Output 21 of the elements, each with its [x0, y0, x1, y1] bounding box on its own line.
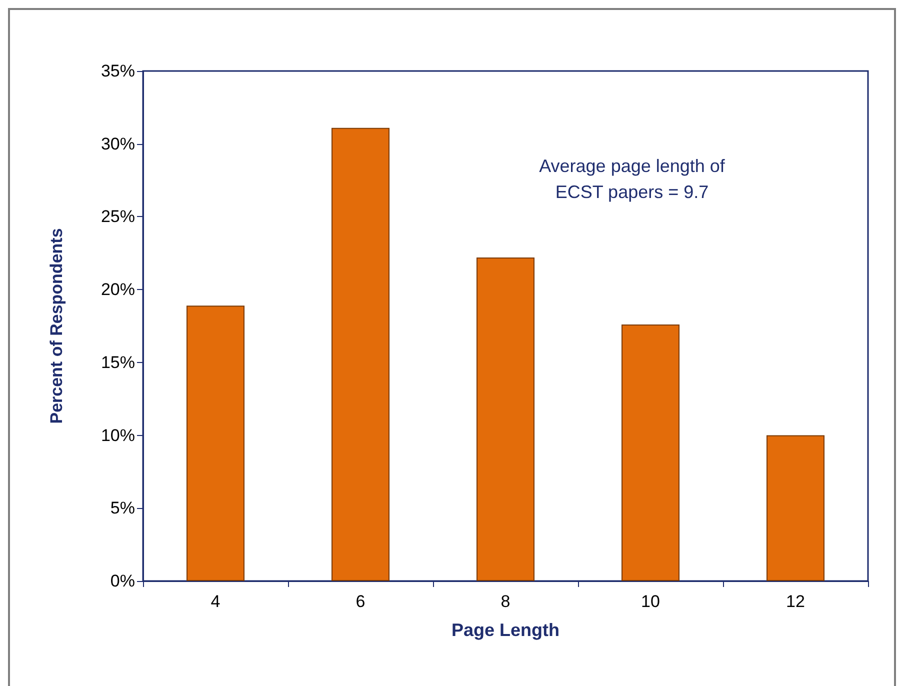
y-tick-label: 15%	[100, 352, 135, 372]
y-tick-label: 0%	[110, 572, 135, 590]
x-tick-label: 12	[786, 592, 805, 611]
y-tick-label: 35%	[100, 62, 135, 80]
x-tick-label: 8	[500, 592, 510, 611]
y-axis-title: Percent of Respondents	[47, 228, 66, 424]
bar	[332, 128, 390, 581]
y-tick-label: 20%	[100, 280, 135, 300]
bar	[476, 258, 534, 581]
x-tick-label: 6	[356, 592, 366, 611]
y-tick-label: 5%	[110, 498, 135, 518]
y-tick-label: 10%	[100, 426, 135, 445]
y-tick-label: 25%	[100, 207, 135, 226]
bar	[766, 435, 824, 581]
x-tick-label: 10	[641, 592, 660, 611]
y-tick-label: 30%	[100, 134, 135, 154]
x-tick-label: 4	[210, 592, 220, 611]
bar	[622, 324, 680, 581]
bar	[186, 306, 244, 581]
x-axis-title: Page Length	[451, 620, 560, 640]
annotation: Average page length of ECST papers = 9.7	[539, 156, 726, 202]
